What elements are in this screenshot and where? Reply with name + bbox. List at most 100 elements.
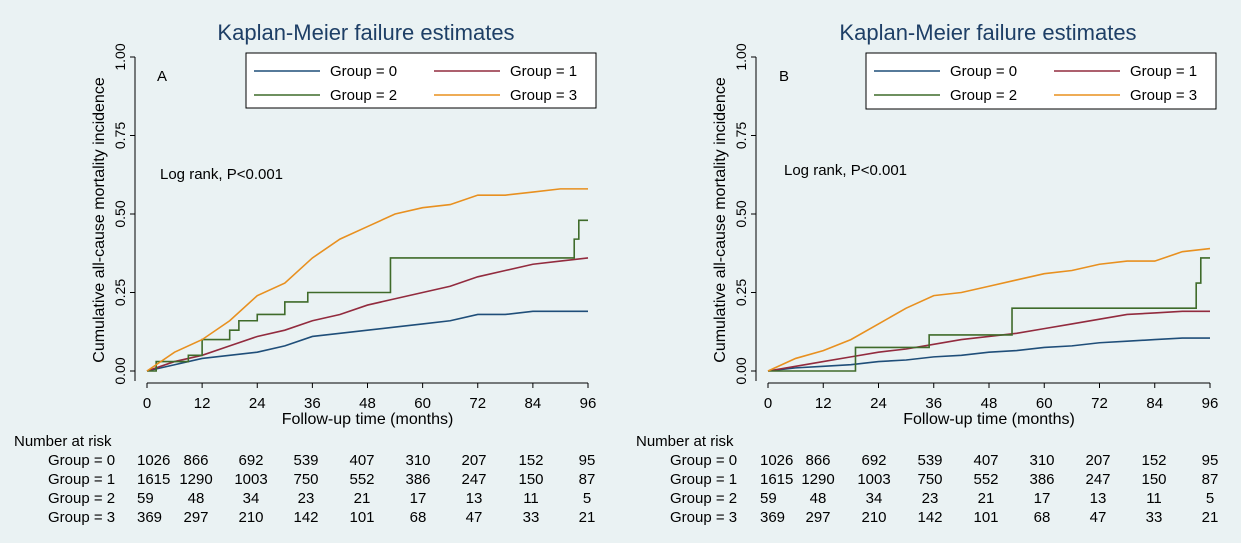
panel-a-risk-cell: 369 xyxy=(137,509,162,526)
panel-a-ytick-label: 0.50 xyxy=(112,200,128,227)
panel-b-risk-cell: 68 xyxy=(1034,509,1051,526)
panel-b-risk-cell: 297 xyxy=(805,509,830,526)
panel-b-risk-cell: 866 xyxy=(805,452,830,469)
panel-b-risk-cell: 87 xyxy=(1202,471,1219,488)
panel-a-risk-cell: 21 xyxy=(354,490,371,507)
panel-a-risk-row-label: Group = 0 xyxy=(48,452,115,469)
panel-a-risk-cell: 101 xyxy=(349,509,374,526)
panel-a-risk-cell: 33 xyxy=(523,509,540,526)
panel-b-risk-cell: 23 xyxy=(922,490,939,507)
panel-a-xtick-label: 96 xyxy=(580,395,597,412)
panel-b-risk-cell: 1026 xyxy=(760,452,793,469)
panel-a-risk-cell: 34 xyxy=(243,490,260,507)
panel-a-series-line-group-0 xyxy=(146,310,588,372)
panel-a-risk-cell: 87 xyxy=(579,471,596,488)
panel-a-risk-table-title: Number at risk xyxy=(14,433,112,450)
panel-a-xtick-label: 24 xyxy=(249,395,266,412)
panel-a-risk-row-label: Group = 1 xyxy=(48,471,115,488)
panel-b-risk-cell: 207 xyxy=(1085,452,1110,469)
panel-a-xtick-label: 36 xyxy=(304,395,321,412)
panel-a-series-line-group-3 xyxy=(146,188,588,372)
panel-b-legend-box xyxy=(865,52,1217,110)
panel-b-series-line-group-1 xyxy=(767,310,1210,372)
panel-b-ytick-label: 0.75 xyxy=(733,122,749,149)
panel-a-x-axis-label: Follow-up time (months) xyxy=(282,411,454,428)
panel-a-ytick-label: 0.75 xyxy=(112,122,128,149)
panel-b-series-line-group-2 xyxy=(768,257,1210,372)
panel-b-panel-letter: B xyxy=(779,68,789,85)
panel-a-risk-cell: 750 xyxy=(293,471,318,488)
panel-a-risk-cell: 150 xyxy=(518,471,543,488)
panel-b-xtick-label: 0 xyxy=(764,395,772,412)
panel-a-xtick-label: 48 xyxy=(359,395,376,412)
panel-a-legend-label: Group = 3 xyxy=(510,87,577,104)
panel-a-risk-cell: 59 xyxy=(137,490,154,507)
panel-a-risk-cell: 11 xyxy=(523,490,539,507)
panel-b-title: Kaplan-Meier failure estimates xyxy=(839,20,1136,45)
panel-b-xtick-label: 72 xyxy=(1091,395,1108,412)
panel-b-risk-cell: 310 xyxy=(1029,452,1054,469)
panel-b-ytick-label: 1.00 xyxy=(733,43,749,70)
panel-b-logrank-annotation: Log rank, P<0.001 xyxy=(784,162,907,179)
panel-b-risk-cell: 95 xyxy=(1202,452,1219,469)
panel-a-risk-row-label: Group = 2 xyxy=(48,490,115,507)
panel-b-y-axis-label: Cumulative all-cause mortality incidence xyxy=(712,77,729,363)
panel-a-risk-cell: 1026 xyxy=(137,452,170,469)
panel-a-risk-cell: 17 xyxy=(410,490,427,507)
panel-b-risk-cell: 407 xyxy=(973,452,998,469)
panel-a-series-line-group-1 xyxy=(146,257,589,372)
panel-b-legend-label: Group = 3 xyxy=(1130,87,1197,104)
panel-a-logrank-annotation: Log rank, P<0.001 xyxy=(160,166,283,183)
panel-b-risk-cell: 247 xyxy=(1085,471,1110,488)
panel-a-risk-cell: 407 xyxy=(349,452,374,469)
panel-b-series-line-group-3 xyxy=(767,247,1211,372)
panel-a-ytick-label: 1.00 xyxy=(112,43,128,70)
panel-b-risk-row-label: Group = 3 xyxy=(670,509,737,526)
panel-a-risk-cell: 297 xyxy=(183,509,208,526)
panel-a-ytick-label: 0.25 xyxy=(112,279,128,306)
panel-a-ytick-label: 0.00 xyxy=(112,357,128,384)
panel-b-ytick-label: 0.00 xyxy=(733,357,749,384)
panel-a-legend-label: Group = 0 xyxy=(330,63,397,80)
panel-b-risk-cell: 33 xyxy=(1146,509,1163,526)
panel-b-risk-cell: 47 xyxy=(1090,509,1107,526)
panel-a-risk-cell: 5 xyxy=(583,490,591,507)
panel-b-legend-label: Group = 1 xyxy=(1130,63,1197,80)
panel-a-risk-cell: 539 xyxy=(293,452,318,469)
panel-a-series-line-group-2 xyxy=(147,219,588,372)
panel-a-risk-cell: 1615 xyxy=(137,471,170,488)
panel-b-risk-cell: 101 xyxy=(973,509,998,526)
panel-b-risk-cell: 539 xyxy=(917,452,942,469)
panel-b-risk-row-label: Group = 2 xyxy=(670,490,737,507)
panel-a-risk-row-label: Group = 3 xyxy=(48,509,115,526)
panel-b-xtick-label: 84 xyxy=(1146,395,1163,412)
panel-b-risk-cell: 21 xyxy=(1202,509,1219,526)
panel-b-risk-cell: 692 xyxy=(861,452,886,469)
panel-b-risk-cell: 48 xyxy=(810,490,827,507)
panel-b-xtick-label: 48 xyxy=(981,395,998,412)
panel-b-risk-cell: 369 xyxy=(760,509,785,526)
panel-b-risk-cell: 152 xyxy=(1141,452,1166,469)
panel-b-series-line-group-0 xyxy=(767,337,1210,372)
panel-a-title: Kaplan-Meier failure estimates xyxy=(217,20,514,45)
panel-a-risk-cell: 1003 xyxy=(234,471,267,488)
panel-b-risk-cell: 13 xyxy=(1090,490,1107,507)
panel-a-risk-cell: 23 xyxy=(298,490,315,507)
panel-a-risk-cell: 68 xyxy=(410,509,427,526)
panel-a-risk-cell: 1290 xyxy=(179,471,212,488)
panel-a-legend-box xyxy=(245,52,597,109)
panel-b-risk-row-label: Group = 1 xyxy=(670,471,737,488)
panel-b-xtick-label: 12 xyxy=(815,395,832,412)
panel-b-risk-cell: 142 xyxy=(917,509,942,526)
panel-a-risk-cell: 866 xyxy=(183,452,208,469)
panel-b-xtick-label: 36 xyxy=(925,395,942,412)
panel-a-risk-cell: 142 xyxy=(293,509,318,526)
panel-a-risk-cell: 47 xyxy=(466,509,483,526)
panel-a-xtick-label: 0 xyxy=(143,395,151,412)
panel-a-risk-cell: 386 xyxy=(405,471,430,488)
panel-a-xtick-label: 72 xyxy=(469,395,486,412)
panel-b-x-axis-label: Follow-up time (months) xyxy=(903,411,1075,428)
panel-b-risk-cell: 34 xyxy=(866,490,883,507)
panel-b-legend-label: Group = 2 xyxy=(950,87,1017,104)
